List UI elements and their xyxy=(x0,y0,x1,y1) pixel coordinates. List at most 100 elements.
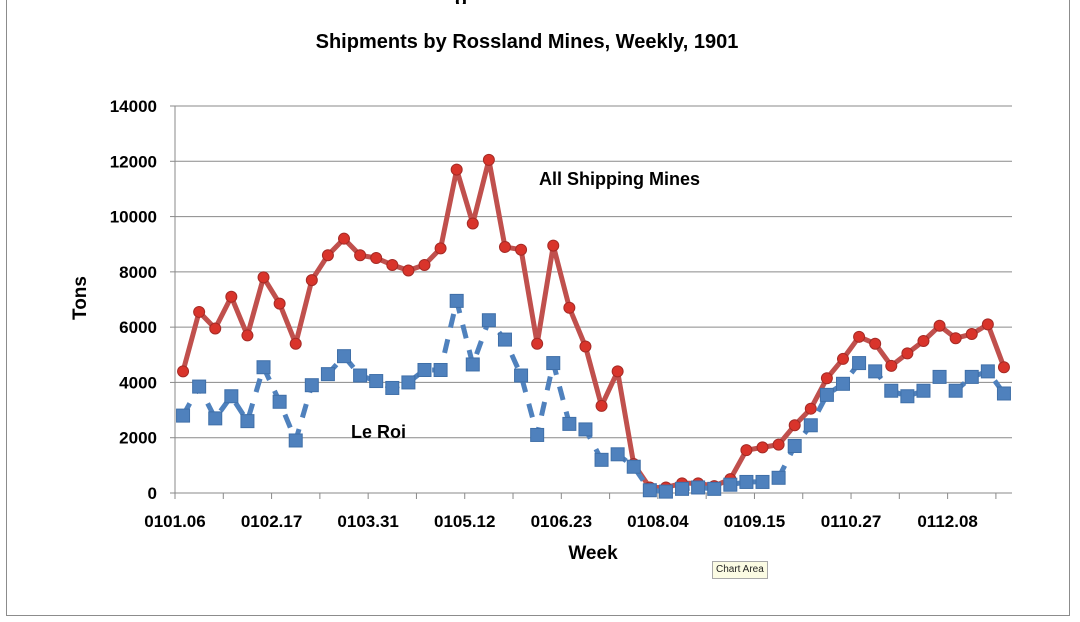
data-point xyxy=(320,367,335,382)
data-point xyxy=(707,481,722,496)
data-point xyxy=(338,232,351,245)
data-point xyxy=(642,483,657,498)
data-point xyxy=(788,419,801,432)
data-point xyxy=(482,153,495,166)
data-point xyxy=(321,249,334,262)
data-point xyxy=(594,452,609,467)
series-line xyxy=(180,298,1007,495)
data-point xyxy=(386,258,399,271)
data-point xyxy=(819,387,834,402)
data-point xyxy=(739,474,754,489)
data-point xyxy=(192,379,207,394)
annotation-all-shipping-mines: All Shipping Mines xyxy=(539,169,700,189)
data-point xyxy=(610,447,625,462)
data-point xyxy=(740,444,753,457)
y-tick-label: 2000 xyxy=(119,429,157,448)
data-point xyxy=(563,301,576,314)
data-point xyxy=(852,356,867,371)
data-point xyxy=(288,433,303,448)
x-tick-label: 0102.17 xyxy=(241,512,302,531)
data-point xyxy=(256,360,271,375)
data-point xyxy=(820,372,833,385)
data-point xyxy=(498,240,511,253)
data-point xyxy=(434,242,447,255)
data-point xyxy=(884,383,899,398)
annotation-le-roi: Le Roi xyxy=(351,422,406,442)
data-point xyxy=(531,337,544,350)
data-point xyxy=(997,361,1010,374)
data-point xyxy=(272,394,287,409)
x-tick-label: 0106.23 xyxy=(531,512,592,531)
data-point xyxy=(853,330,866,343)
data-point xyxy=(965,328,978,341)
data-point xyxy=(289,337,302,350)
data-point xyxy=(836,352,849,365)
data-point xyxy=(868,364,883,379)
x-axis-label: Week xyxy=(568,543,618,564)
x-tick-label: 0103.31 xyxy=(337,512,398,531)
data-point xyxy=(723,477,738,492)
data-point xyxy=(208,411,223,426)
data-point xyxy=(240,414,255,429)
chart-area-tooltip: Chart Area xyxy=(712,561,768,579)
data-point xyxy=(370,252,383,265)
data-point xyxy=(209,322,222,335)
data-point xyxy=(595,399,608,412)
data-point xyxy=(691,480,706,495)
data-point xyxy=(417,362,432,377)
data-point xyxy=(193,305,206,318)
y-axis-label: Tons xyxy=(70,276,91,320)
data-point xyxy=(755,474,770,489)
data-point xyxy=(305,274,318,287)
data-point xyxy=(772,438,785,451)
data-point xyxy=(980,364,995,379)
x-tick-label: 0108.04 xyxy=(627,512,689,531)
y-tick-label: 4000 xyxy=(119,373,157,392)
y-tick-label: 14000 xyxy=(110,97,157,116)
y-tick-label: 10000 xyxy=(110,208,157,227)
data-point xyxy=(869,337,882,350)
chart-area[interactable] xyxy=(6,0,1070,616)
data-point xyxy=(658,484,673,499)
data-point xyxy=(675,481,690,496)
data-point xyxy=(354,249,367,262)
data-point xyxy=(981,318,994,331)
data-point xyxy=(804,402,817,415)
data-point xyxy=(337,349,352,364)
data-point xyxy=(933,319,946,332)
y-tick-label: 0 xyxy=(148,484,157,503)
data-point xyxy=(465,357,480,372)
x-tick-label: 0101.06 xyxy=(144,512,205,531)
data-point xyxy=(949,332,962,345)
data-point xyxy=(578,422,593,437)
data-point xyxy=(433,362,448,377)
data-point xyxy=(257,271,270,284)
data-point xyxy=(224,389,239,404)
data-point xyxy=(996,386,1011,401)
data-point xyxy=(803,418,818,433)
data-point xyxy=(449,293,464,308)
data-point xyxy=(241,329,254,342)
data-point xyxy=(917,334,930,347)
data-point xyxy=(402,264,415,277)
data-point xyxy=(900,389,915,404)
data-point xyxy=(756,441,769,454)
y-tick-label: 8000 xyxy=(119,263,157,282)
data-point xyxy=(932,369,947,384)
data-point xyxy=(611,365,624,378)
data-point xyxy=(515,243,528,256)
data-point xyxy=(916,383,931,398)
x-tick-label: 0109.15 xyxy=(724,512,785,531)
data-point xyxy=(450,163,463,176)
data-point xyxy=(481,313,496,328)
data-point xyxy=(530,427,545,442)
x-tick-label: 0105.12 xyxy=(434,512,495,531)
x-tick-label: 0112.08 xyxy=(917,512,978,531)
data-point xyxy=(901,347,914,360)
data-point xyxy=(771,470,786,485)
series-layer xyxy=(176,153,1011,499)
data-point xyxy=(787,439,802,454)
data-point xyxy=(177,365,190,378)
y-tick-labels: 0 2000 4000 6000 8000 10000 12000 14000 xyxy=(110,97,157,503)
